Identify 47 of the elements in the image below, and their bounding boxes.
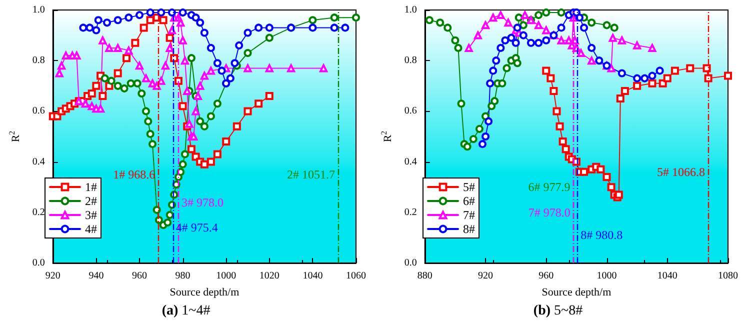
ref-line-label: 3# 978.0 xyxy=(181,195,224,210)
legend-label: 4# xyxy=(85,222,97,236)
x-tick-label: 920 xyxy=(45,270,60,282)
y-tick-label: 1.0 xyxy=(32,4,45,16)
ref-line-label: 7# 978.0 xyxy=(528,205,570,220)
x-axis-title: Source depth/m xyxy=(170,286,240,298)
y-tick-label: 0.8 xyxy=(404,55,417,66)
y-tick-label: 0.4 xyxy=(404,156,417,168)
y-tick-label: 1.0 xyxy=(404,4,417,16)
ref-line-label: 4# 975.4 xyxy=(176,220,218,235)
legend-label: 3# xyxy=(85,208,97,222)
x-tick-label: 960 xyxy=(538,270,554,282)
y-tick-label: 0.6 xyxy=(32,106,45,117)
ref-line-label: 8# 980.8 xyxy=(580,228,623,242)
x-tick-label: 1040 xyxy=(302,270,323,282)
ref-line-label: 2# 1051.7 xyxy=(287,167,336,182)
x-tick-label: 920 xyxy=(478,270,494,282)
x-tick-label: 1020 xyxy=(259,270,280,282)
legend-label: 1# xyxy=(85,180,97,194)
text: (b) 5~8# xyxy=(533,304,583,318)
y-tick-label: 0.0 xyxy=(32,258,45,268)
y-tick-label: 0.0 xyxy=(404,258,417,268)
x-tick-label: 1080 xyxy=(718,270,738,282)
x-tick-label: 980 xyxy=(175,270,190,282)
x-tick-label: 1040 xyxy=(657,270,678,282)
y-tick-label: 0.6 xyxy=(404,106,417,117)
y-tick-label: 0.4 xyxy=(32,156,45,168)
legend-label: 2# xyxy=(85,194,97,208)
x-tick-label: 940 xyxy=(88,270,104,282)
text: (a) 1~4# xyxy=(162,304,210,318)
legend-label: 6# xyxy=(463,194,475,208)
legend-label: 7# xyxy=(463,208,475,222)
y-tick-label: 0.2 xyxy=(404,206,417,218)
x-tick-label: 960 xyxy=(132,270,147,282)
x-axis-title: Source depth/m xyxy=(542,286,612,298)
legend-label: 5# xyxy=(463,180,475,194)
ref-line-label: 5# 1066.8 xyxy=(656,164,705,179)
y-axis-title: R2 xyxy=(380,130,394,142)
x-tick-label: 880 xyxy=(417,270,432,282)
y-tick-label: 0.2 xyxy=(32,206,45,218)
x-tick-label: 1060 xyxy=(346,270,366,282)
x-tick-label: 1000 xyxy=(596,270,617,282)
y-axis-title: R2 xyxy=(8,130,22,142)
legend-label: 8# xyxy=(463,222,475,236)
x-tick-label: 1000 xyxy=(216,270,236,282)
ref-line-label: 6# 977.9 xyxy=(528,180,570,194)
y-tick-label: 0.8 xyxy=(32,55,45,66)
